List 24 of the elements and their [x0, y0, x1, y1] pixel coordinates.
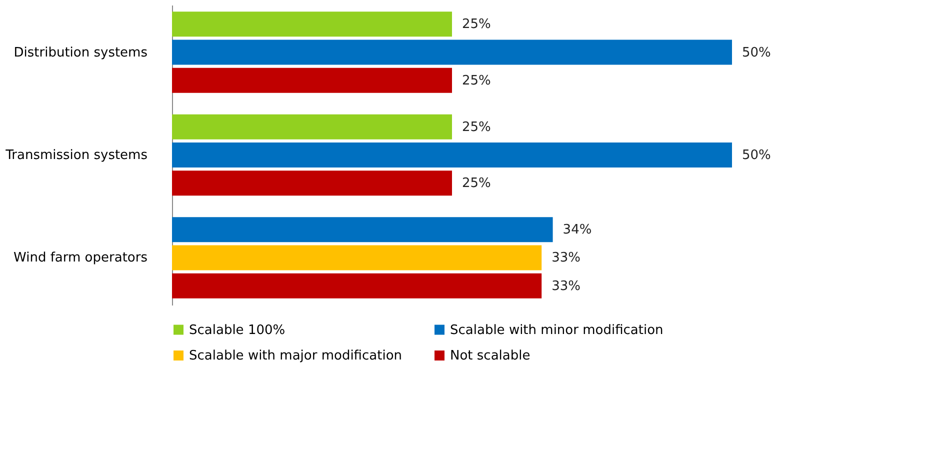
data-label: 25%: [462, 17, 491, 32]
data-label: 33%: [552, 250, 581, 266]
data-label: 25%: [462, 176, 491, 192]
bar: [172, 114, 452, 140]
data-label: 50%: [742, 45, 771, 60]
y-tick-label: Distribution systems: [14, 45, 148, 60]
bar: [172, 68, 452, 93]
bar: [172, 170, 452, 196]
y-tick-label: Wind farm operators: [14, 250, 148, 266]
data-label: 34%: [562, 222, 592, 238]
bar: [172, 273, 542, 298]
y-tick-label: Transmission systems: [4, 148, 148, 163]
legend-label: Scalable with major modification: [189, 348, 402, 364]
bar: [172, 40, 732, 65]
legend-label: Scalable 100%: [189, 322, 286, 338]
bar: [172, 12, 452, 37]
data-label: 25%: [462, 120, 491, 135]
legend-label: Scalable with minor modification: [450, 322, 664, 338]
data-label: 25%: [462, 73, 491, 88]
data-label: 33%: [552, 278, 581, 294]
data-label: 50%: [742, 148, 771, 163]
bar: [172, 142, 732, 168]
legend-label: Not scalable: [450, 348, 530, 364]
bar: [172, 245, 542, 270]
